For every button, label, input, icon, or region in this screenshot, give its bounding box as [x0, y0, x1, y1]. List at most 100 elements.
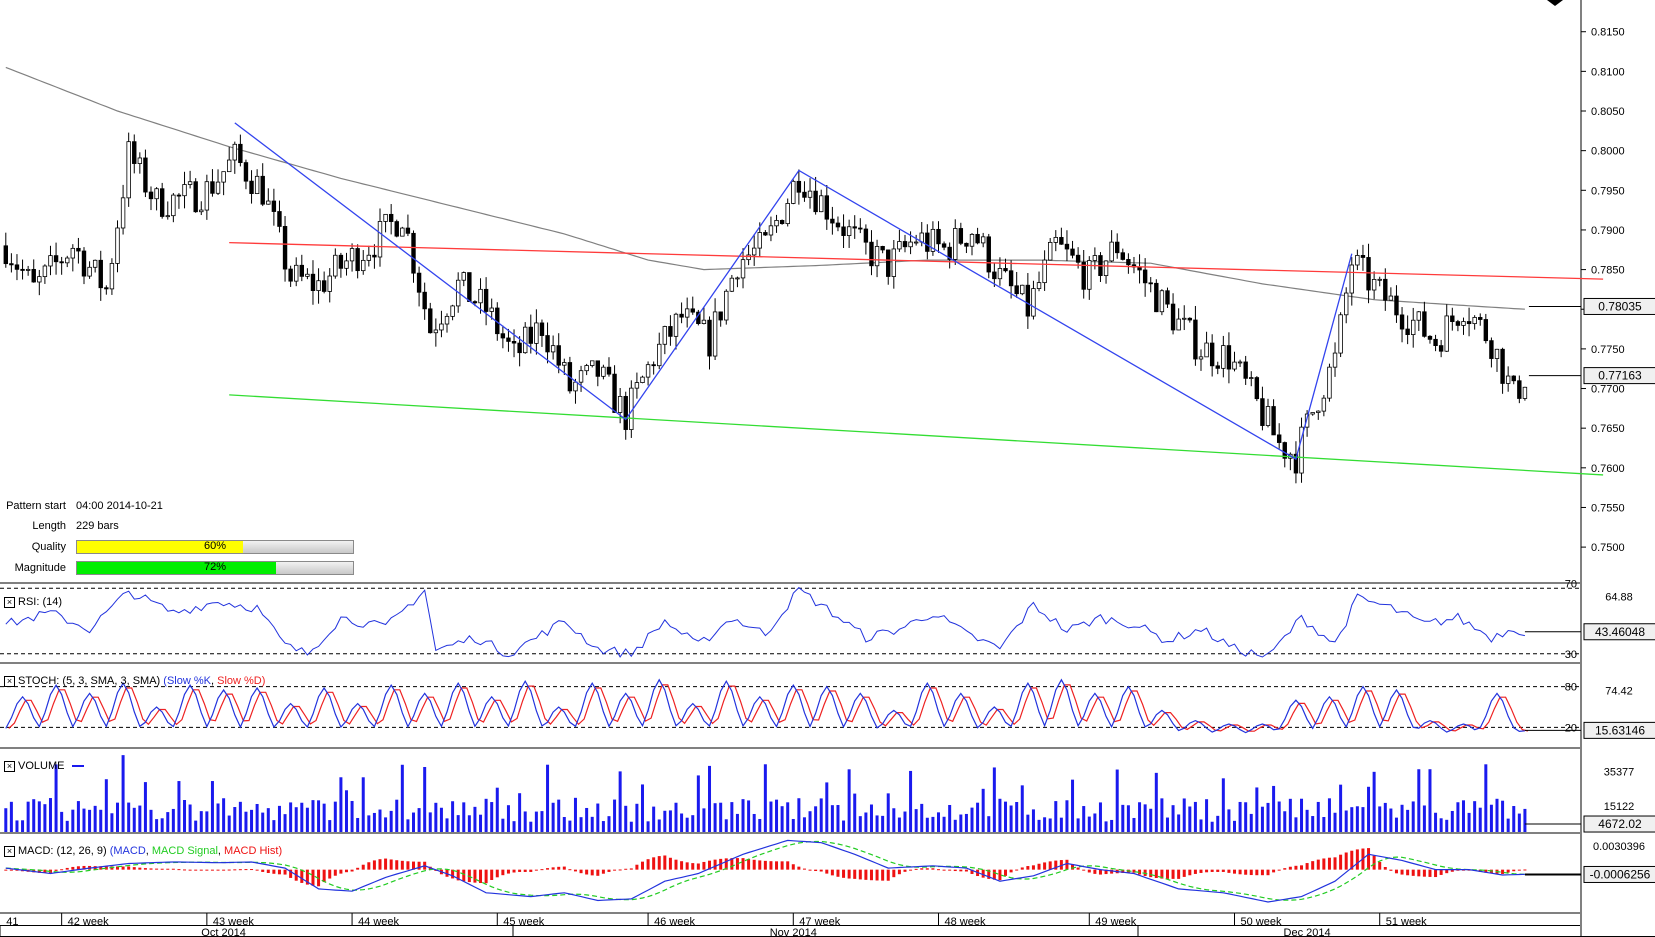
- candle-body: [634, 382, 640, 389]
- macd-hist-bar: [1154, 869, 1158, 879]
- candle-body: [578, 370, 584, 383]
- rsi-level-label: 70: [1565, 578, 1577, 590]
- candle: [523, 322, 528, 354]
- macd-hist-bar: [1305, 863, 1309, 870]
- close-icon[interactable]: ×: [4, 761, 15, 772]
- close-icon[interactable]: ×: [4, 676, 15, 687]
- resistance-line: [229, 241, 1604, 280]
- candle: [746, 244, 751, 266]
- candle: [148, 186, 154, 211]
- macd-hist-bar: [635, 864, 639, 870]
- candle-body: [562, 362, 567, 366]
- macd-hist-bar: [15, 869, 19, 871]
- candle-body: [779, 220, 785, 225]
- volume-bar: [1272, 785, 1276, 832]
- month-label: Dec 2014: [1284, 927, 1331, 937]
- macd-hist-bar: [1311, 861, 1315, 870]
- candle-body: [936, 228, 941, 245]
- scroll-marker-icon[interactable]: [1547, 0, 1563, 6]
- close-icon[interactable]: ×: [4, 846, 15, 857]
- candle: [1310, 412, 1315, 416]
- price-tick-label: 0.8000: [1591, 146, 1625, 158]
- candle-body: [1232, 361, 1237, 370]
- macd-hist-bar: [1378, 861, 1382, 870]
- candle: [858, 218, 863, 234]
- candle-body: [483, 288, 489, 312]
- candle-body: [1282, 442, 1287, 459]
- volume-bar: [769, 801, 773, 832]
- macd-hist-bar: [149, 868, 153, 870]
- volume-bar: [322, 803, 326, 832]
- candle-body: [1014, 285, 1019, 295]
- macd-hist-bar: [847, 869, 851, 879]
- candle: [992, 263, 997, 287]
- candle: [1344, 287, 1349, 324]
- week-label: 50 week: [1241, 916, 1282, 928]
- macd-hist-bar: [791, 864, 795, 870]
- macd-hist-bar: [629, 868, 633, 870]
- candle-body: [953, 228, 958, 260]
- candle: [724, 289, 729, 325]
- candle-body: [472, 301, 478, 304]
- volume-bar: [1378, 806, 1382, 832]
- volume-bar: [931, 816, 935, 832]
- volume-bar: [819, 798, 823, 832]
- macd-hist-bar: [305, 869, 309, 885]
- candle-body: [1276, 434, 1282, 443]
- candle-body: [1433, 338, 1438, 347]
- candle-body: [1422, 311, 1427, 337]
- candle: [740, 248, 746, 289]
- rsi-tick-label: 64.88: [1605, 592, 1633, 604]
- volume-bar: [1138, 802, 1142, 832]
- volume-bar: [668, 810, 672, 832]
- candle: [1053, 230, 1058, 252]
- volume-bar: [959, 814, 963, 832]
- macd-hist-bar: [289, 869, 293, 878]
- volume-bar: [970, 807, 974, 832]
- candle: [757, 222, 762, 257]
- candle: [316, 268, 321, 304]
- candle: [1427, 335, 1433, 344]
- candle: [997, 257, 1003, 286]
- candle: [902, 234, 908, 253]
- candle-body: [1461, 321, 1466, 326]
- macd-hist-bar: [663, 855, 667, 870]
- candle-body: [517, 342, 522, 354]
- candle-body: [997, 268, 1003, 280]
- macd-hist-bar: [987, 869, 991, 879]
- candle-body: [199, 209, 204, 213]
- macd-hist-bar: [730, 858, 734, 870]
- macd-hist-bar: [233, 869, 237, 871]
- macd-hist-bar: [244, 869, 248, 871]
- candle-body: [37, 276, 42, 283]
- candle-body: [1137, 266, 1142, 271]
- candle: [785, 198, 790, 227]
- volume-bar: [724, 819, 728, 832]
- candle-body: [461, 272, 466, 281]
- candle-body: [757, 232, 762, 249]
- candle: [377, 208, 383, 267]
- candle-body: [1450, 315, 1455, 322]
- candle-body: [254, 175, 260, 194]
- candle: [31, 259, 36, 283]
- close-icon[interactable]: ×: [4, 597, 15, 608]
- macd-hist-bar: [1272, 869, 1276, 873]
- candle: [1349, 257, 1354, 306]
- candle-body: [1226, 345, 1232, 370]
- candle: [1422, 301, 1427, 338]
- candle: [545, 322, 550, 364]
- candle-body: [243, 162, 249, 182]
- candle: [1483, 313, 1489, 344]
- candle: [1215, 361, 1220, 375]
- candle-body: [383, 213, 388, 222]
- volume-bar: [808, 811, 812, 832]
- candle: [1438, 339, 1444, 358]
- candle-body: [316, 280, 321, 291]
- volume-bar: [1182, 798, 1186, 832]
- macd-hist-bar: [1339, 854, 1343, 870]
- candle-body: [232, 143, 237, 161]
- volume-bar: [272, 820, 276, 832]
- price-tick-label: 0.7850: [1591, 265, 1625, 277]
- candle-body: [751, 247, 757, 256]
